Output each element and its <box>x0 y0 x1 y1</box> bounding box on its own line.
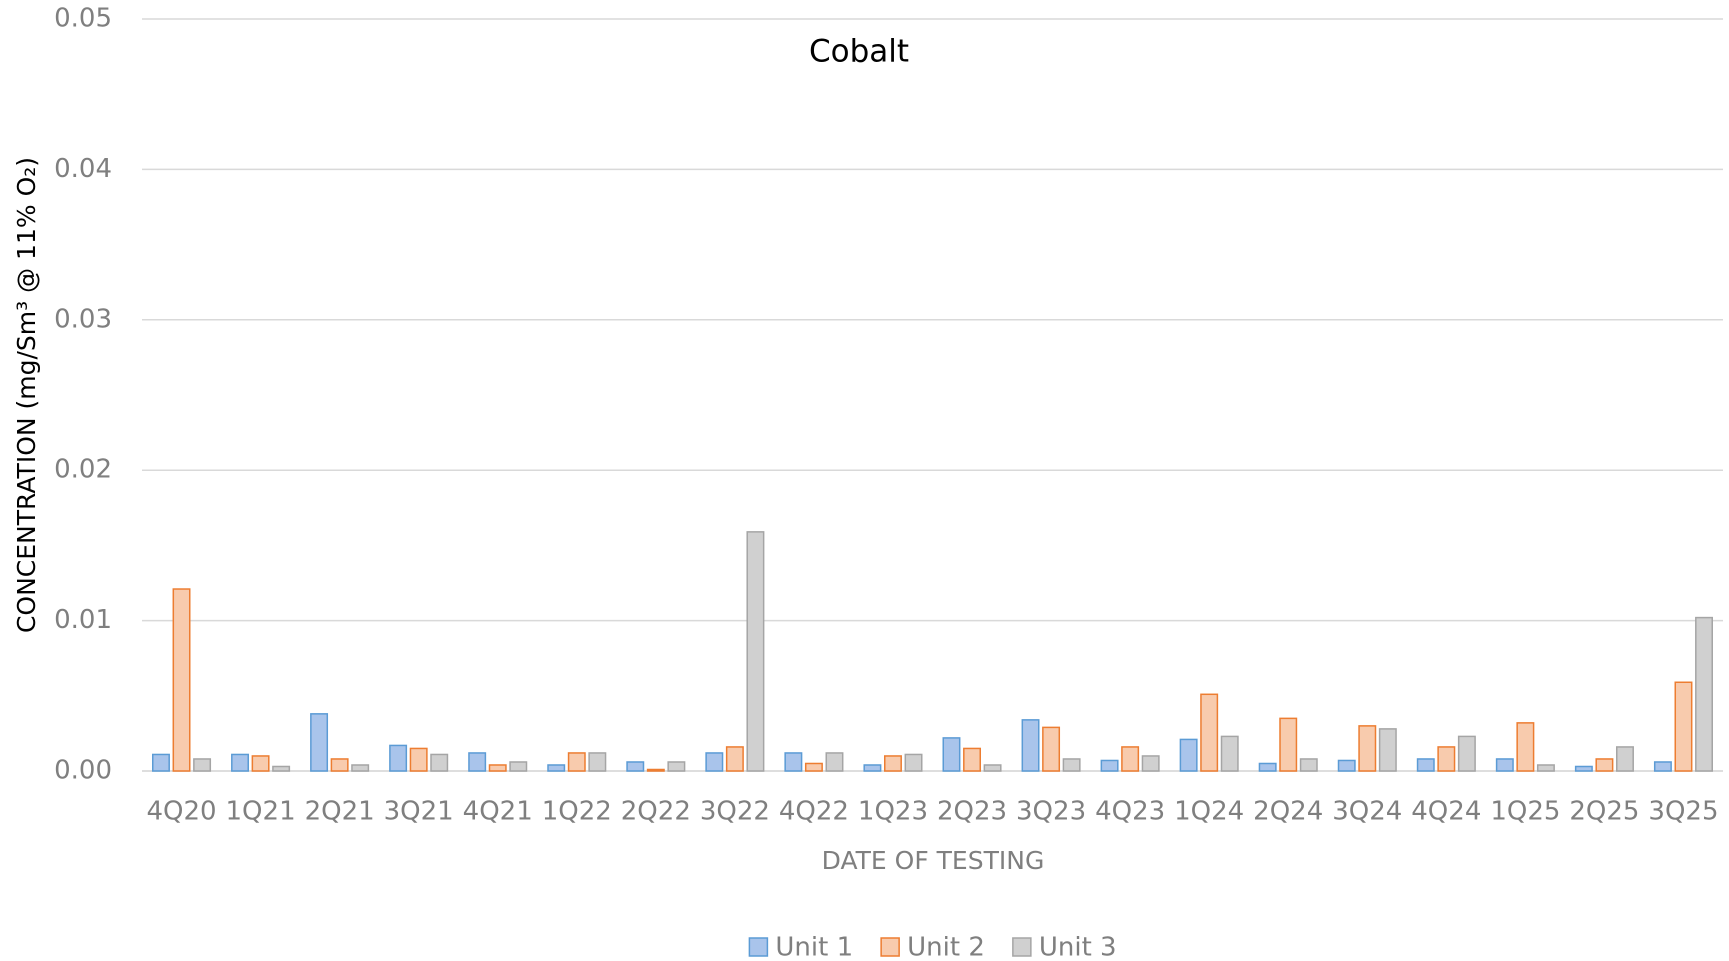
bar <box>351 764 370 772</box>
bar <box>1279 717 1298 772</box>
x-tick-label: 2Q21 <box>305 797 375 827</box>
x-tick-label: 2Q25 <box>1569 797 1639 827</box>
bar <box>963 747 981 772</box>
legend: Unit 1 Unit 2 Unit 3 <box>748 933 1117 961</box>
bar <box>330 758 349 772</box>
bar <box>1220 735 1239 772</box>
bar <box>705 752 724 772</box>
bar <box>1258 762 1277 772</box>
bar <box>1021 719 1040 772</box>
bar <box>1121 746 1140 772</box>
bar <box>746 531 765 772</box>
y-tick-label: 0.04 <box>54 154 112 184</box>
legend-swatch <box>880 937 900 957</box>
bar <box>1457 735 1476 772</box>
bar <box>725 746 744 772</box>
chart-title: Cobalt <box>809 34 909 70</box>
bar <box>1358 725 1377 772</box>
bar <box>1674 681 1693 772</box>
bar <box>667 761 686 772</box>
x-tick-label: 1Q23 <box>858 797 928 827</box>
legend-label: Unit 3 <box>1039 933 1117 961</box>
legend-label: Unit 1 <box>775 933 853 961</box>
bar <box>1437 746 1456 772</box>
y-axis-label: CONCENTRATION (mg/Sm³ @ 11% O₂) <box>12 157 41 633</box>
bar <box>1616 746 1634 772</box>
bar <box>1200 693 1219 772</box>
bar <box>804 762 823 772</box>
bar <box>231 753 249 772</box>
x-tick-label: 1Q25 <box>1490 797 1560 827</box>
bar <box>1595 758 1614 772</box>
bar <box>1378 728 1397 772</box>
x-tick-label: 4Q21 <box>463 797 533 827</box>
x-axis-label: DATE OF TESTING <box>822 846 1045 875</box>
bar <box>468 752 487 772</box>
bar <box>1574 765 1593 772</box>
y-tick-label: 0.00 <box>54 756 112 786</box>
bar <box>1695 616 1713 772</box>
legend-swatch <box>1012 937 1032 957</box>
bar <box>1495 758 1514 772</box>
bar <box>646 768 665 772</box>
x-tick-label: 3Q21 <box>384 797 454 827</box>
bar <box>1100 759 1119 772</box>
x-tick-label: 1Q24 <box>1174 797 1244 827</box>
bar <box>1179 738 1198 772</box>
x-tick-label: 4Q20 <box>146 797 216 827</box>
bar <box>409 747 428 772</box>
bar <box>172 588 191 772</box>
bar <box>193 758 212 772</box>
x-tick-label: 2Q24 <box>1253 797 1323 827</box>
y-tick-label: 0.02 <box>54 455 112 485</box>
bar <box>310 713 329 772</box>
y-tick-label: 0.05 <box>54 4 112 34</box>
x-tick-label: 3Q25 <box>1648 797 1718 827</box>
bar <box>1337 759 1356 772</box>
bar <box>1062 758 1081 772</box>
bar <box>509 761 528 772</box>
bar <box>626 761 645 772</box>
bar <box>251 755 270 772</box>
bar <box>488 764 507 772</box>
legend-swatch <box>748 937 769 957</box>
x-tick-label: 2Q22 <box>621 797 691 827</box>
bar <box>1653 761 1672 772</box>
bar <box>825 752 844 772</box>
bar <box>1416 758 1435 772</box>
y-tick-label: 0.03 <box>54 304 112 334</box>
bar <box>430 753 449 772</box>
bar <box>983 764 1002 772</box>
y-tick-label: 0.01 <box>54 605 112 635</box>
bar <box>588 752 607 772</box>
legend-label: Unit 2 <box>907 933 985 961</box>
bar <box>942 737 961 772</box>
x-tick-label: 3Q24 <box>1332 797 1402 827</box>
bar <box>152 753 170 772</box>
x-tick-label: 2Q23 <box>937 797 1007 827</box>
bar <box>1141 755 1160 772</box>
bar <box>1536 764 1555 772</box>
bar <box>1516 722 1535 772</box>
x-tick-label: 4Q24 <box>1411 797 1481 827</box>
x-tick-label: 1Q21 <box>226 797 296 827</box>
bar <box>567 752 586 772</box>
x-tick-label: 4Q22 <box>779 797 849 827</box>
x-tick-label: 4Q23 <box>1095 797 1165 827</box>
bar <box>863 764 882 772</box>
bar <box>784 752 803 772</box>
x-tick-label: 3Q22 <box>700 797 770 827</box>
bar <box>1299 758 1318 772</box>
bar <box>547 764 566 772</box>
x-tick-label: 1Q22 <box>542 797 612 827</box>
bar <box>1042 726 1061 772</box>
bar <box>389 744 408 772</box>
bar <box>904 753 923 772</box>
x-tick-label: 3Q23 <box>1016 797 1086 827</box>
bar <box>884 755 902 772</box>
bar <box>272 765 291 772</box>
